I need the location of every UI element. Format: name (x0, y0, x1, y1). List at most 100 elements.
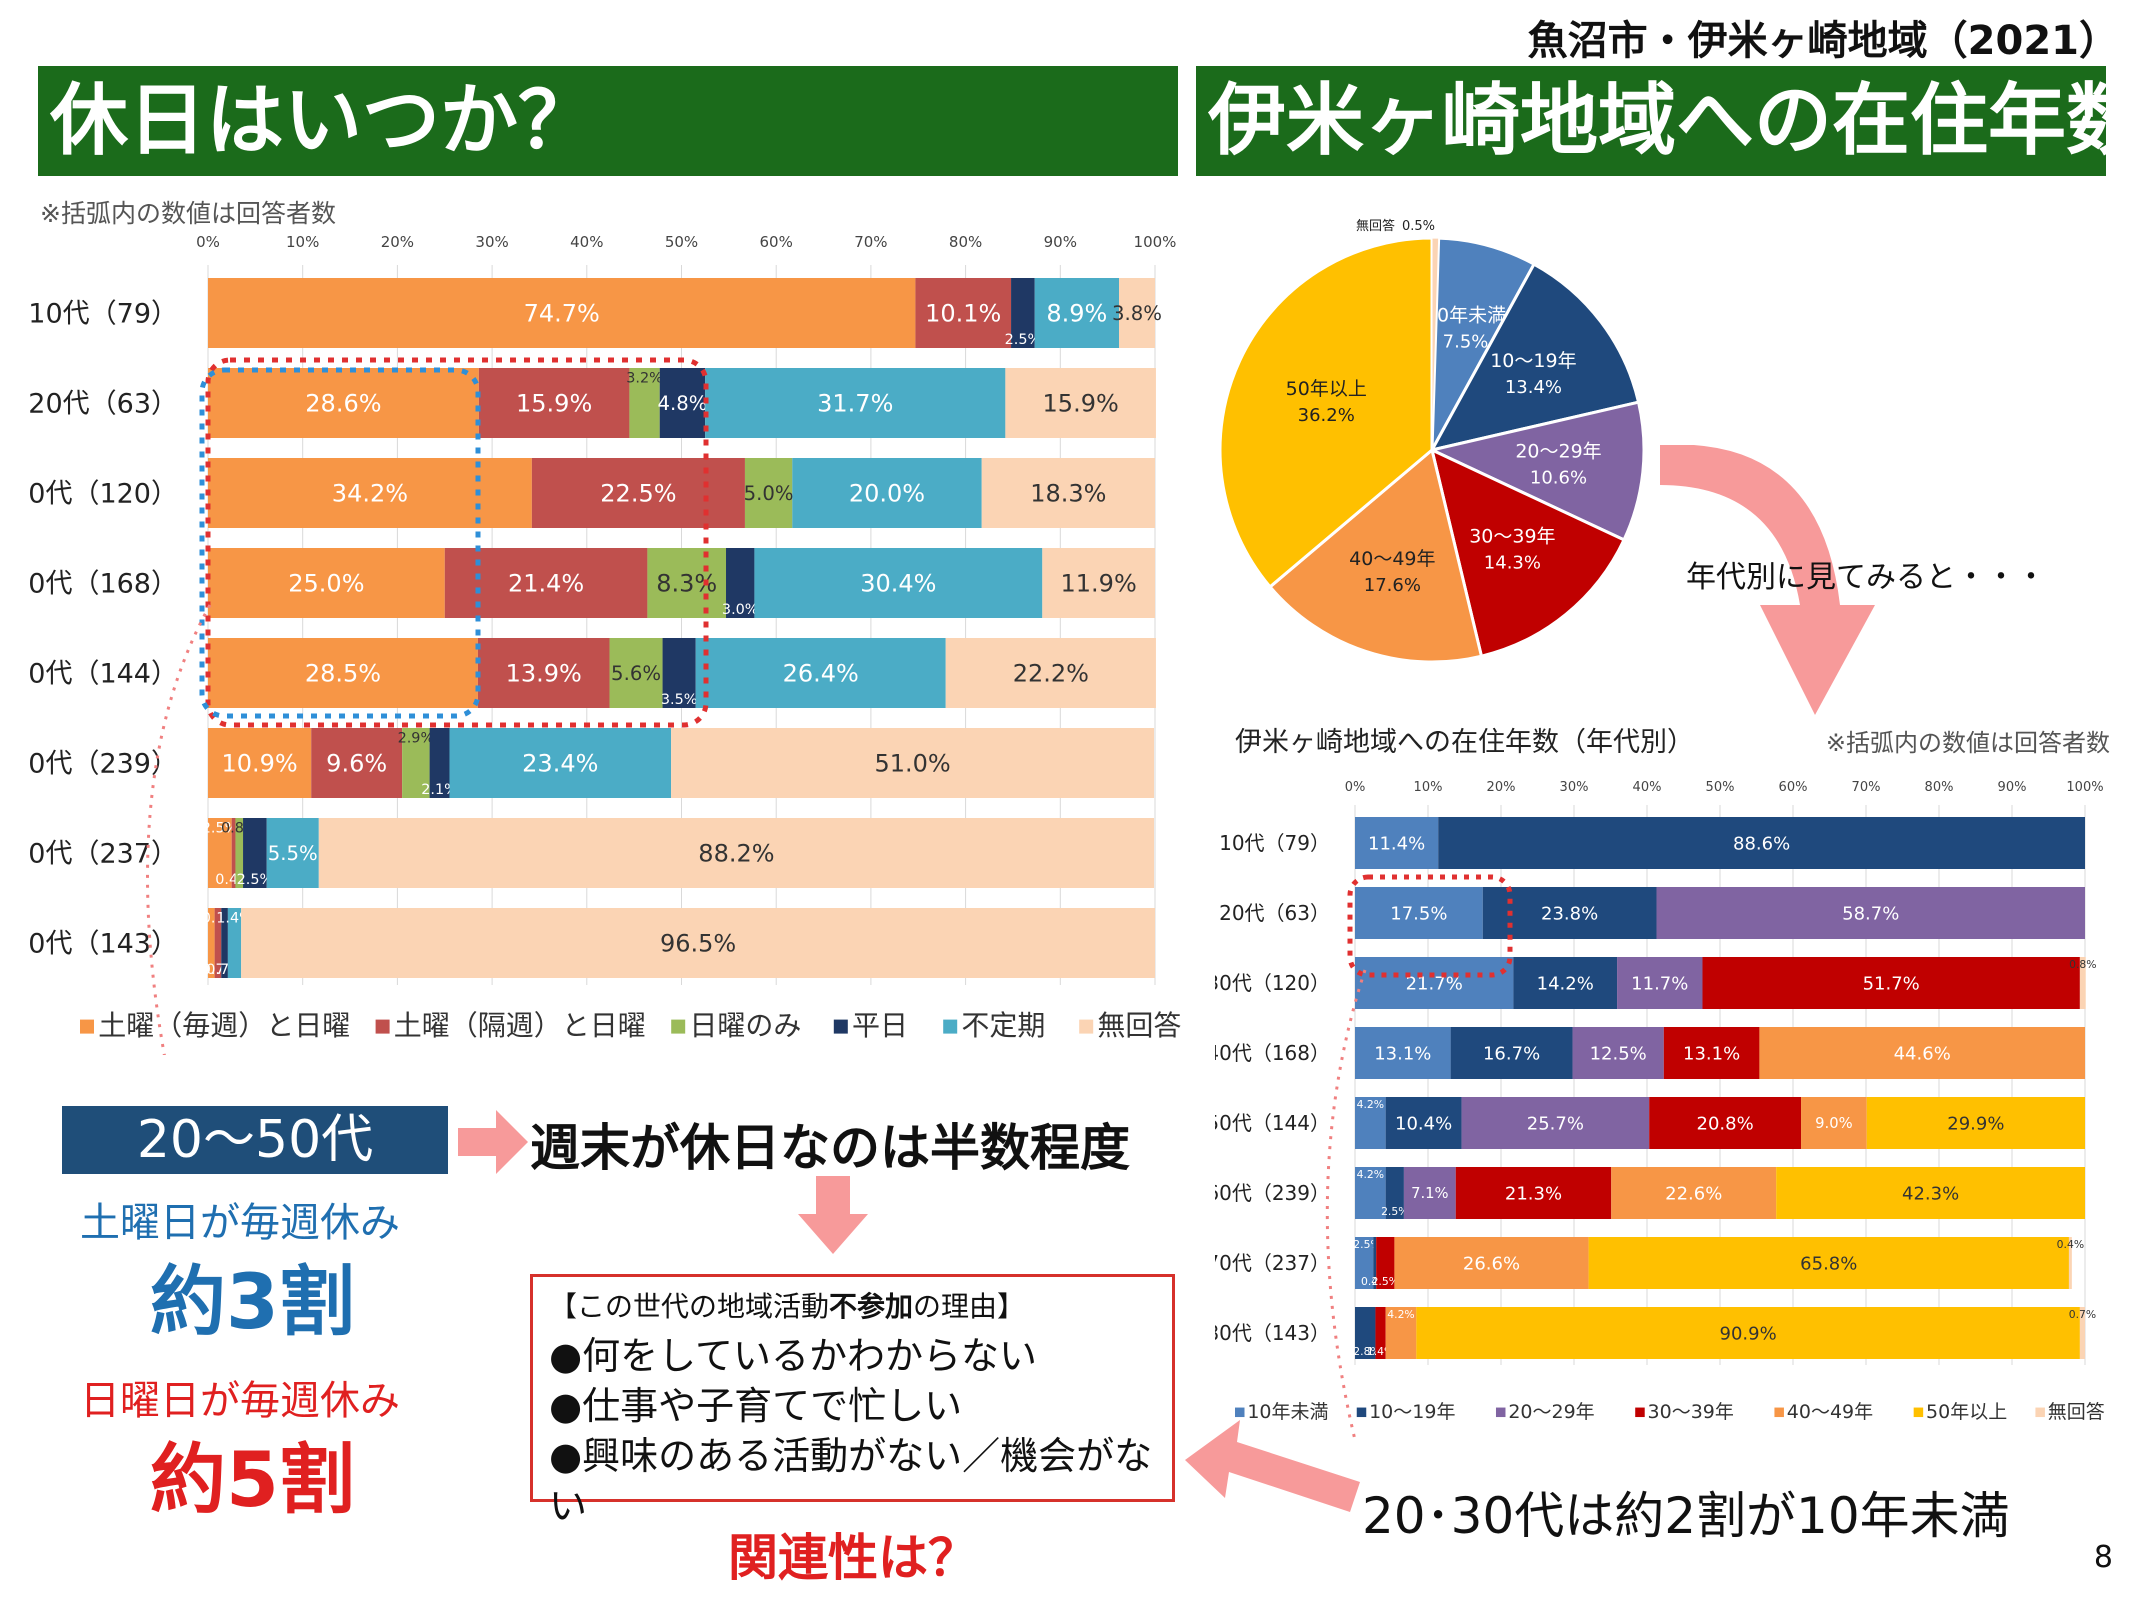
bar-segment (1355, 1097, 1386, 1149)
data-label: 42.3% (1902, 1183, 1959, 1204)
bar-segment (1403, 1167, 1456, 1219)
data-label: 20.8% (1697, 1113, 1754, 1134)
bar-segment (1355, 887, 1483, 939)
legend-label: 不定期 (961, 1009, 1045, 1042)
category-label: 70代（237） (1215, 1251, 1330, 1275)
relation-text: 関連性は？ (728, 1529, 978, 1587)
data-label: 0.8% (2069, 958, 2096, 971)
bar-segment (1702, 957, 2080, 1009)
bar-segment (1801, 1097, 1867, 1149)
x-tick-label: 0% (1345, 780, 1366, 795)
category-label: 60代（239） (30, 748, 178, 779)
residence-by-age-bar-chart: 伊米ヶ崎地域への在住年数（年代別） ※括弧内の数値は回答者数 0% 10% 20% 30%… (1215, 727, 2110, 1441)
reason-item: ●興味のある活動がない／機会がない (549, 1434, 1153, 1528)
bar-segment (449, 728, 672, 798)
left-note: ※括弧内の数値は回答者数 (40, 199, 336, 228)
bar-segment (241, 908, 1155, 978)
data-label: 5.0% (744, 482, 794, 505)
legend-swatch (1495, 1407, 1506, 1418)
left-arrow-icon (1185, 1420, 1360, 1512)
pie-label: 40〜49年 (1349, 548, 1435, 570)
right-arrow-icon (458, 1110, 528, 1174)
data-label: 88.6% (1733, 833, 1790, 854)
bar-segment (402, 728, 430, 798)
pie-slice (1429, 262, 1641, 453)
legend-swatch (833, 1019, 848, 1034)
data-label: 2.5% (202, 820, 239, 836)
legend-swatch (1913, 1407, 1924, 1418)
data-label: 22.5% (600, 479, 676, 507)
bar-segment (208, 278, 916, 348)
x-tick-label: 40% (570, 233, 603, 251)
bar-segment (266, 818, 319, 888)
legend-label: 50年以上 (1926, 1401, 2007, 1423)
pie-value: 0.5% (1402, 219, 1435, 234)
data-label: 29.9% (1947, 1113, 2004, 1134)
bar-segment (1461, 1097, 1650, 1149)
bar-segment (609, 638, 663, 708)
legend-label: 40〜49年 (1787, 1401, 1873, 1423)
data-label: 25.7% (1527, 1113, 1584, 1134)
data-label: 74.7% (524, 299, 600, 327)
data-label: 3.5% (661, 692, 698, 708)
arrow-label: 年代別に見てみると・・・ (1686, 560, 2046, 595)
data-label: 15.9% (516, 389, 592, 417)
data-label: 51.0% (874, 749, 950, 777)
bar-segment (744, 458, 793, 528)
bar-segment (477, 638, 610, 708)
bar-segment (208, 638, 478, 708)
left-title-bar: 休日はいつか？ (38, 66, 1178, 176)
x-tick-label: 40% (1633, 780, 1662, 795)
dotted-connector (146, 604, 212, 1055)
bar-segment (662, 638, 696, 708)
data-label: 5.5% (268, 842, 318, 865)
data-label: 2.5% (1005, 332, 1042, 348)
bar-segment (227, 908, 242, 978)
data-label: 21.4% (508, 569, 584, 597)
data-label: 10.1% (925, 299, 1001, 327)
pie-label: 無回答 (1356, 218, 1395, 234)
legend-label: 無回答 (1097, 1009, 1181, 1042)
category-label: 20代（63） (30, 388, 178, 419)
reasons-title: 【この世代の地域活動不参加の理由】 (549, 1285, 1156, 1325)
bar-segment (1385, 1097, 1462, 1149)
data-label: 2.9% (398, 730, 435, 746)
bar-segment (671, 728, 1155, 798)
bar-segment (1355, 957, 1514, 1009)
x-tick-label: 20% (1487, 780, 1516, 795)
legend-swatch (671, 1019, 686, 1034)
bar-segment (1611, 1167, 1777, 1219)
bar-segment (1355, 1167, 1386, 1219)
bar-segment (2079, 1307, 2085, 1359)
data-label: 15.9% (1043, 389, 1119, 417)
data-label: 90.9% (1720, 1323, 1777, 1344)
holiday-bar-chart: 0% 10% 20% 30% 40% 50% 60% 70% 80% 90% 100% 10代（79）… (30, 233, 1181, 1055)
data-label: 30.4% (860, 569, 936, 597)
bar-segment (705, 368, 1006, 438)
legend-swatch (943, 1019, 958, 1034)
pie-slice (1218, 236, 1434, 589)
residence-pie-chart: 10年未満 7.5%10〜19年 13.4% 20〜29年 10.6% 30〜39年 14.… (1218, 218, 1646, 664)
bar-segment (243, 818, 267, 888)
data-label: 31.7% (817, 389, 893, 417)
data-label: 22.2% (1013, 659, 1089, 687)
bar-segment (1034, 278, 1120, 348)
data-label: 44.6% (1894, 1043, 1951, 1064)
bar-segment (1355, 1027, 1451, 1079)
bar-segment (647, 548, 727, 618)
data-label: 23.4% (522, 749, 598, 777)
sunday-value: 約5割 (150, 1435, 355, 1524)
bar-segment (1617, 957, 1703, 1009)
data-label: 9.6% (326, 749, 387, 777)
bar-segment (792, 458, 982, 528)
data-label: 13.1% (1374, 1043, 1431, 1064)
bar-segment (1376, 1237, 1395, 1289)
bar-segment (1450, 1027, 1573, 1079)
pie-label: 50年以上 (1286, 378, 1367, 400)
x-tick-label: 60% (1779, 780, 1808, 795)
data-label: 21.7% (1406, 973, 1463, 994)
pie-label: 20〜29年 (1515, 440, 1601, 462)
right-title: 伊米ヶ崎地域への在住年数 (1208, 76, 2133, 166)
bar-segment (318, 818, 1155, 888)
data-label: 65.8% (1800, 1253, 1857, 1274)
